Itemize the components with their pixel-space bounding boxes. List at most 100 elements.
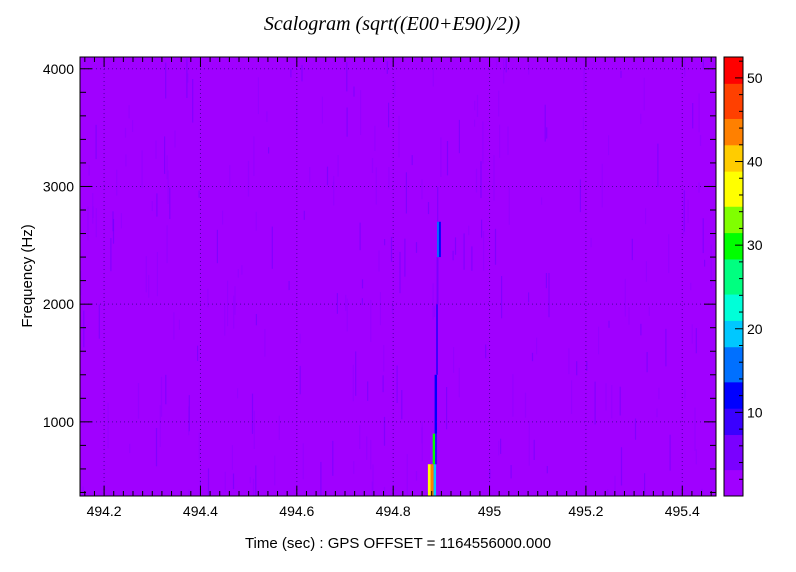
noise-streak [88,164,90,176]
colorbar-band [724,469,743,479]
hot-tiles-layer [427,221,441,496]
noise-streak [620,447,623,486]
noise-streak [458,119,460,154]
noise-streak [614,475,616,496]
noise-streak [391,303,394,314]
noise-streak [155,428,158,467]
colorbar-band [724,285,743,295]
noise-streak [503,58,505,84]
noise-streak [427,202,430,215]
colorbar-band [724,127,743,137]
noise-streak [690,282,692,291]
noise-streak [255,465,257,496]
noise-streak [361,298,363,305]
colorbar-band [724,302,743,313]
colorbar-band [724,223,743,234]
noise-streak [694,407,696,451]
noise-streak [370,439,372,470]
noise-streak [485,344,487,359]
noise-streak [274,455,276,486]
x-axis-label: Time (sec) : GPS OFFSET = 1164556000.000 [245,535,551,552]
noise-streak [399,251,401,294]
noise-streak [301,65,303,82]
colorbar-band [724,171,743,181]
colorbar-band [724,241,743,251]
colorbar-tick-label: 10 [747,404,763,420]
noise-streak [95,124,97,160]
colorbar-band [724,294,743,304]
noise-streak [120,213,122,229]
colorbar-frame [723,56,744,497]
y-axis: 1000 2000 3000 4000 [43,61,716,493]
noise-streak [482,121,484,164]
noise-streak [367,381,369,401]
colorbar-band [724,364,743,374]
noise-streak [702,59,704,70]
noise-streak [353,86,355,97]
noise-streak [401,390,403,420]
noise-streak [421,179,423,200]
noise-streak [440,137,442,177]
colorbar-band [724,399,743,409]
noise-streak [628,307,630,325]
noise-streak [128,105,130,119]
noise-streak [533,439,535,460]
noise-streak [398,115,400,158]
noise-streak [536,337,538,355]
noise-streak [699,135,702,146]
noise-streak [658,387,660,400]
x-tick-label: 494.6 [279,503,314,519]
noise-streak [299,333,301,344]
noise-streak [648,306,650,316]
noise-streak [512,374,514,417]
noise-streak [346,107,348,137]
noise-streak [165,374,167,405]
colorbar-band [724,452,743,462]
noise-streak [683,201,685,236]
noise-streak [112,211,114,232]
noise-streak [576,361,578,376]
heat-tile [436,257,439,305]
noise-streak [579,179,581,213]
heat-tile [437,221,439,258]
noise-streak [474,100,476,111]
noise-streak [255,211,257,231]
heatmap-background [80,57,716,496]
noise-streak [698,182,700,193]
noise-streak [186,58,188,98]
noise-streak [645,208,647,225]
noise-streak [82,486,84,496]
noise-streak [640,113,642,125]
colorbar-band [724,215,743,225]
noise-streak [531,352,534,362]
noise-streak [224,305,226,336]
noise-streak [452,250,454,261]
noise-streak [704,259,706,267]
noise-streak [361,279,364,289]
colorbar-band [724,355,743,365]
colorbar-band [724,100,743,111]
colorbar-band [724,188,743,198]
noise-streak [132,120,134,132]
noise-streak [468,225,470,236]
noise-streak [241,265,243,275]
y-tick-label: 4000 [43,61,74,77]
noise-streak [299,365,301,395]
noise-streak [379,292,381,326]
noise-streak [446,141,449,176]
noise-streak [231,445,233,470]
noise-streak [669,434,671,471]
noise-streak [426,491,428,496]
noise-streak [582,117,584,130]
noise-streak [141,150,143,189]
noise-streak [494,228,497,265]
colorbar-band [724,329,743,339]
noise-streak [359,425,361,450]
noise-streak [571,380,573,414]
noise-streak [237,269,239,278]
noise-streak [116,169,118,196]
noise-streak [345,294,347,311]
noise-streak [493,155,495,201]
noise-streak [165,62,167,99]
noise-streak [433,306,436,317]
